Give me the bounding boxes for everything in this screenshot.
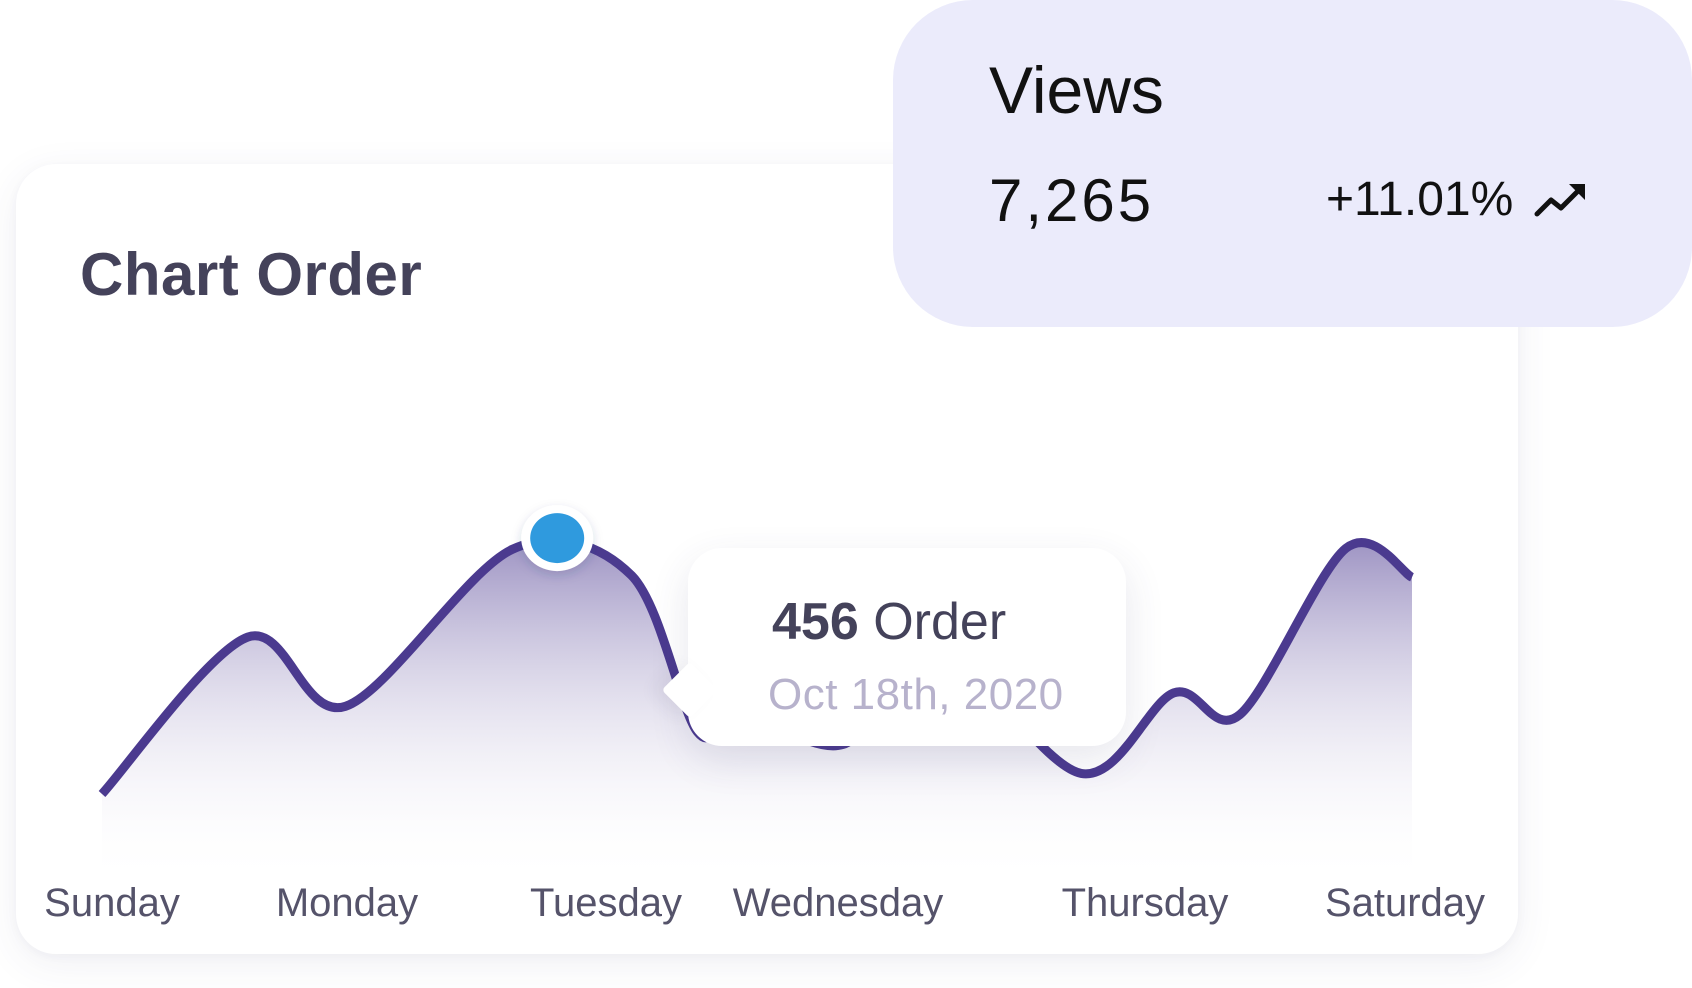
- x-axis-label-thursday: Thursday: [1062, 881, 1229, 925]
- x-axis-label-wednesday: Wednesday: [733, 881, 944, 925]
- x-axis-label-monday: Monday: [276, 881, 418, 925]
- chart-title: Chart Order: [80, 241, 423, 308]
- views-card: Views 7,265 +11.01%: [893, 0, 1692, 327]
- x-axis-label-sunday: Sunday: [44, 881, 180, 925]
- x-axis-label-saturday: Saturday: [1325, 881, 1485, 925]
- tooltip-date: Oct 18th, 2020: [768, 670, 1064, 719]
- highlight-marker[interactable]: [530, 513, 585, 564]
- order-area-chart: Sunday Monday Tuesday Wednesday Thursday Satu…: [44, 505, 1485, 925]
- tooltip-value: 456 Order: [772, 592, 1006, 652]
- order-area-fill: [102, 540, 1412, 884]
- views-change: +11.01%: [1326, 173, 1514, 226]
- order-tooltip: 456 Order Oct 18th, 2020: [661, 548, 1126, 746]
- trend-up-icon: [1534, 184, 1585, 217]
- views-value: 7,265: [989, 167, 1155, 234]
- tooltip-order-unit: Order: [873, 593, 1007, 651]
- views-title: Views: [989, 53, 1164, 127]
- x-axis-label-tuesday: Tuesday: [530, 881, 682, 925]
- tooltip-order-count: 456: [772, 593, 859, 651]
